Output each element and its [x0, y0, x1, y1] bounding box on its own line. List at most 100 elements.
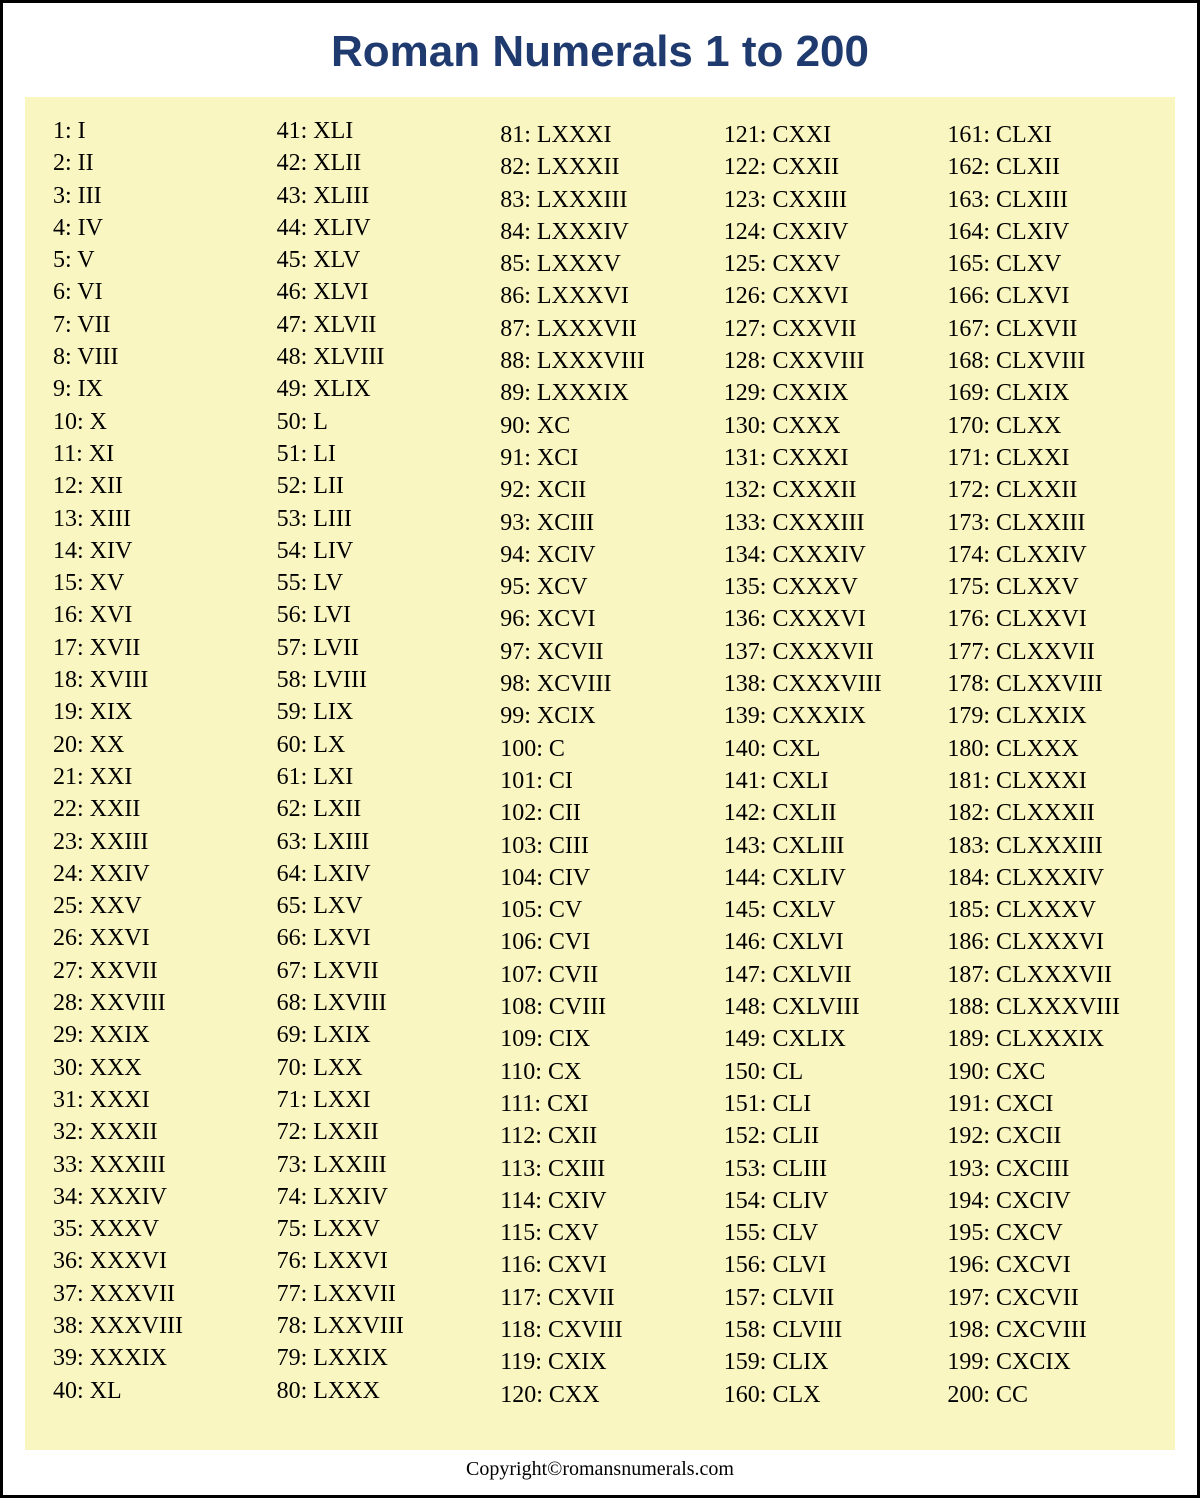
numeral-entry: 89: LXXXIX [500, 377, 718, 409]
numeral-entry: 98: XCVIII [500, 668, 718, 700]
numeral-entry: 153: CLIII [724, 1153, 942, 1185]
numeral-entry: 34: XXXIV [53, 1181, 271, 1213]
numeral-entry: 158: CLVIII [724, 1314, 942, 1346]
numeral-entry: 199: CXCIX [947, 1346, 1165, 1378]
numeral-entry: 197: CXCVII [947, 1282, 1165, 1314]
numeral-entry: 168: CLXVIII [947, 345, 1165, 377]
numeral-entry: 24: XXIV [53, 858, 271, 890]
numeral-entry: 94: XCIV [500, 539, 718, 571]
numeral-entry: 103: CIII [500, 830, 718, 862]
numeral-entry: 22: XXII [53, 793, 271, 825]
numeral-entry: 11: XI [53, 438, 271, 470]
numeral-entry: 46: XLVI [277, 276, 495, 308]
numeral-entry: 181: CLXXXI [947, 765, 1165, 797]
numeral-entry: 44: XLIV [277, 212, 495, 244]
numeral-entry: 13: XIII [53, 503, 271, 535]
numeral-entry: 186: CLXXXVI [947, 926, 1165, 958]
numeral-entry: 156: CLVI [724, 1249, 942, 1281]
column-2: 41: XLI42: XLII43: XLIII44: XLIV45: XLV4… [277, 115, 495, 1432]
numeral-entry: 145: CXLV [724, 894, 942, 926]
numeral-entry: 136: CXXXVI [724, 603, 942, 635]
numeral-entry: 184: CLXXXIV [947, 862, 1165, 894]
numeral-entry: 114: CXIV [500, 1185, 718, 1217]
numeral-entry: 83: LXXXIII [500, 184, 718, 216]
numeral-entry: 45: XLV [277, 244, 495, 276]
numeral-entry: 180: CLXXX [947, 733, 1165, 765]
numeral-entry: 125: CXXV [724, 248, 942, 280]
numeral-entry: 14: XIV [53, 535, 271, 567]
numeral-entry: 140: CXL [724, 733, 942, 765]
numeral-entry: 79: LXXIX [277, 1342, 495, 1374]
column-1: 1: I2: II3: III4: IV5: V6: VI7: VII8: VI… [53, 115, 271, 1432]
numeral-entry: 175: CLXXV [947, 571, 1165, 603]
numeral-entry: 33: XXXIII [53, 1149, 271, 1181]
numeral-entry: 78: LXXVIII [277, 1310, 495, 1342]
numeral-entry: 148: CXLVIII [724, 991, 942, 1023]
numeral-entry: 95: XCV [500, 571, 718, 603]
numeral-entry: 142: CXLII [724, 797, 942, 829]
numeral-entry: 64: LXIV [277, 858, 495, 890]
page-frame: Roman Numerals 1 to 200 1: I2: II3: III4… [0, 0, 1200, 1498]
numeral-entry: 26: XXVI [53, 922, 271, 954]
numeral-entry: 172: CLXXII [947, 474, 1165, 506]
numeral-entry: 62: LXII [277, 793, 495, 825]
numeral-entry: 69: LXIX [277, 1019, 495, 1051]
numeral-entry: 10: X [53, 406, 271, 438]
numeral-entry: 107: CVII [500, 959, 718, 991]
numeral-entry: 149: CXLIX [724, 1023, 942, 1055]
numeral-entry: 70: LXX [277, 1052, 495, 1084]
numeral-entry: 185: CLXXXV [947, 894, 1165, 926]
numeral-entry: 47: XLVII [277, 309, 495, 341]
numeral-entry: 179: CLXXIX [947, 700, 1165, 732]
numeral-entry: 126: CXXVI [724, 280, 942, 312]
numeral-entry: 191: CXCI [947, 1088, 1165, 1120]
numeral-entry: 196: CXCVI [947, 1249, 1165, 1281]
numeral-entry: 190: CXC [947, 1056, 1165, 1088]
numeral-entry: 36: XXXVI [53, 1245, 271, 1277]
numeral-entry: 42: XLII [277, 147, 495, 179]
numeral-entry: 200: CC [947, 1379, 1165, 1411]
numeral-entry: 134: CXXXIV [724, 539, 942, 571]
numeral-entry: 18: XVIII [53, 664, 271, 696]
numeral-entry: 92: XCII [500, 474, 718, 506]
numeral-entry: 139: CXXXIX [724, 700, 942, 732]
numeral-entry: 198: CXCVIII [947, 1314, 1165, 1346]
numeral-entry: 138: CXXXVIII [724, 668, 942, 700]
numeral-entry: 17: XVII [53, 632, 271, 664]
numeral-entry: 52: LII [277, 470, 495, 502]
numeral-entry: 32: XXXII [53, 1116, 271, 1148]
numeral-entry: 61: LXI [277, 761, 495, 793]
numeral-entry: 85: LXXXV [500, 248, 718, 280]
numeral-entry: 3: III [53, 180, 271, 212]
numeral-entry: 2: II [53, 147, 271, 179]
numeral-entry: 5: V [53, 244, 271, 276]
numeral-entry: 169: CLXIX [947, 377, 1165, 409]
numeral-entry: 118: CXVIII [500, 1314, 718, 1346]
numeral-entry: 27: XXVII [53, 955, 271, 987]
numeral-entry: 195: CXCV [947, 1217, 1165, 1249]
column-3: 81: LXXXI82: LXXXII83: LXXXIII84: LXXXIV… [500, 115, 718, 1432]
numeral-entry: 116: CXVI [500, 1249, 718, 1281]
numeral-entry: 171: CLXXI [947, 442, 1165, 474]
numeral-entry: 73: LXXIII [277, 1149, 495, 1181]
numeral-entry: 157: CLVII [724, 1282, 942, 1314]
numeral-entry: 106: CVI [500, 926, 718, 958]
numeral-entry: 187: CLXXXVII [947, 959, 1165, 991]
numeral-entry: 194: CXCIV [947, 1185, 1165, 1217]
numeral-entry: 57: LVII [277, 632, 495, 664]
numeral-entry: 170: CLXX [947, 410, 1165, 442]
numeral-entry: 120: CXX [500, 1379, 718, 1411]
numeral-entry: 174: CLXXIV [947, 539, 1165, 571]
numeral-entry: 110: CX [500, 1056, 718, 1088]
numeral-entry: 80: LXXX [277, 1375, 495, 1407]
numeral-entry: 82: LXXXII [500, 151, 718, 183]
numeral-entry: 25: XXV [53, 890, 271, 922]
numeral-entry: 37: XXXVII [53, 1278, 271, 1310]
numeral-entry: 31: XXXI [53, 1084, 271, 1116]
numeral-entry: 132: CXXXII [724, 474, 942, 506]
numeral-entry: 66: LXVI [277, 922, 495, 954]
numeral-entry: 137: CXXXVII [724, 636, 942, 668]
numeral-entry: 173: CLXXIII [947, 507, 1165, 539]
numeral-entry: 97: XCVII [500, 636, 718, 668]
numeral-entry: 23: XXIII [53, 826, 271, 858]
